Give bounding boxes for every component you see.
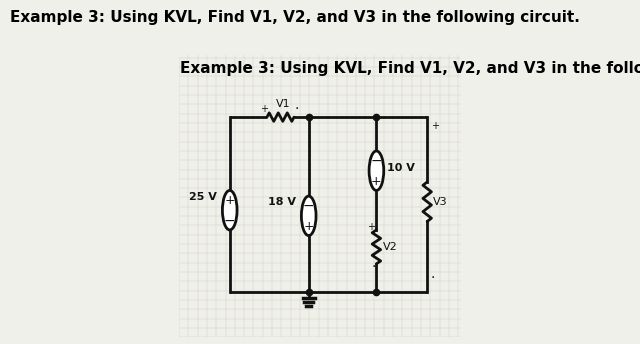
Text: Example 3: Using KVL, Find V1, V2, and V3 in the following circuit.: Example 3: Using KVL, Find V1, V2, and V… <box>10 10 579 25</box>
Text: −: − <box>371 154 382 168</box>
Text: V2: V2 <box>383 242 397 252</box>
Text: +: + <box>303 221 314 233</box>
Ellipse shape <box>369 151 384 191</box>
Text: +: + <box>225 194 235 207</box>
Ellipse shape <box>301 196 316 236</box>
Text: ·: · <box>294 102 299 116</box>
Text: V1: V1 <box>276 99 291 109</box>
Text: +: + <box>371 175 381 188</box>
Text: −: − <box>303 199 314 213</box>
Text: 10 V: 10 V <box>387 163 415 173</box>
Text: 18 V: 18 V <box>268 197 296 207</box>
Ellipse shape <box>223 191 237 230</box>
Text: ·: · <box>430 271 435 285</box>
Text: Example 3: Using KVL, Find V1, V2, and V3 in the following circuit.: Example 3: Using KVL, Find V1, V2, and V… <box>180 61 640 76</box>
Text: +: + <box>367 222 375 232</box>
Text: 25 V: 25 V <box>189 193 217 203</box>
Text: +: + <box>431 120 440 131</box>
Text: −: − <box>224 214 236 228</box>
Text: +: + <box>260 104 268 114</box>
Text: V3: V3 <box>433 197 448 207</box>
Text: ·: · <box>371 260 376 274</box>
